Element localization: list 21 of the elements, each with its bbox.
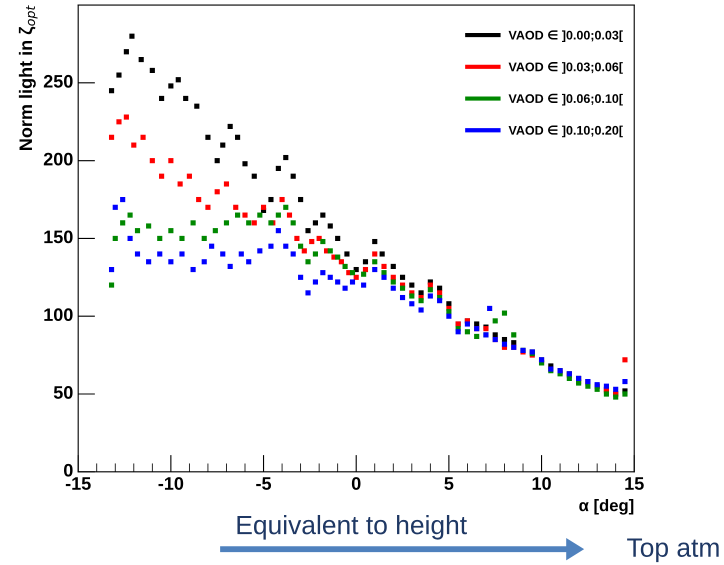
x-tick-label: -10 (158, 477, 184, 490)
legend-label: VAOD ∈ ]0.03;0.06[ (508, 62, 623, 74)
y-tick-label: 50 (54, 386, 73, 399)
text: Equivalent to height (237, 514, 467, 540)
x-axis-title: α [deg] (579, 499, 634, 515)
text: Top atm (627, 538, 719, 562)
x-tick-label: 15 (625, 477, 644, 490)
y-tick-label: 200 (44, 152, 73, 166)
legend-label: VAOD ∈ ]0.00;0.03[ (508, 30, 623, 42)
legend-label: VAOD ∈ ]0.10;0.20[ (508, 126, 623, 138)
x-tick-label: 5 (444, 477, 454, 490)
x-tick-label: -5 (256, 477, 272, 490)
x-tick-label: 0 (352, 477, 360, 490)
y-tick-label: 250 (44, 74, 73, 88)
y-axis-title: Norm light in ζ$_{opt}$ (18, 5, 38, 150)
legend-label: VAOD ∈ ]0.06;0.10[ (508, 94, 623, 106)
x-tick-label: 10 (532, 477, 551, 490)
y-tick-label: 0 (64, 464, 73, 477)
y-tick-label: 100 (44, 308, 73, 322)
x-tick-label: -15 (66, 477, 91, 490)
y-tick-label: 150 (44, 230, 73, 244)
